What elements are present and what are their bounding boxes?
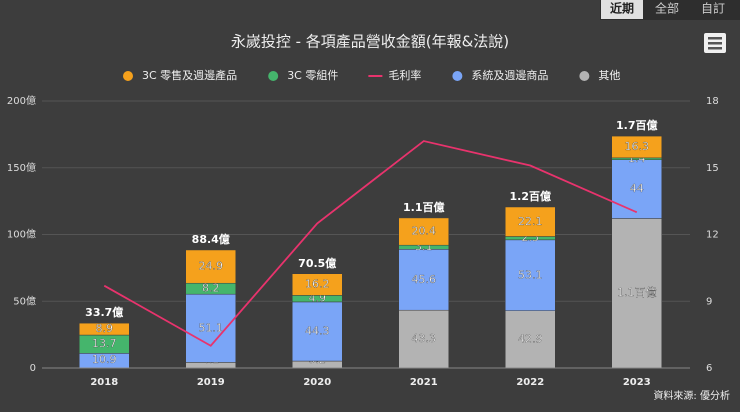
bar-segment xyxy=(611,159,662,219)
range-button[interactable]: 自訂 xyxy=(701,1,725,16)
data-label: 16.2 xyxy=(305,278,330,291)
line xyxy=(103,140,638,347)
bar-segment xyxy=(505,310,556,369)
data-label: 1.1百億 xyxy=(617,286,657,299)
total-label: 70.5億 xyxy=(298,256,336,270)
bar-segment xyxy=(292,301,343,362)
data-label: 20.4 xyxy=(412,225,437,238)
data-label: 44.3 xyxy=(305,324,330,337)
legend-marker xyxy=(123,71,133,81)
y2-tick-label: 12 xyxy=(706,230,719,241)
menu-line xyxy=(708,47,722,50)
menu-line xyxy=(708,42,722,45)
bar-segment xyxy=(292,273,343,296)
data-label: 10.9 xyxy=(92,353,117,366)
data-label: 42.9 xyxy=(518,332,543,345)
button-active[interactable] xyxy=(601,0,643,19)
source: 資料來源: 優分析 xyxy=(653,389,730,402)
data-label: 43.3 xyxy=(412,332,437,345)
x-tick-label: 2022 xyxy=(516,377,544,388)
data-label: 16.3 xyxy=(625,140,650,153)
bar-segment xyxy=(185,293,236,363)
bar-segment xyxy=(505,239,556,311)
y2-tick-label: 6 xyxy=(706,363,712,374)
menu-line xyxy=(708,37,722,40)
bar-segment xyxy=(398,217,449,246)
data-label: 51.1 xyxy=(199,321,224,334)
legend-label: 3C 零組件 xyxy=(287,69,338,82)
data-label: 8.9 xyxy=(96,322,114,335)
y-tick-label: 0 xyxy=(30,363,36,374)
total-label: 33.7億 xyxy=(85,305,123,319)
x-tick-label: 2023 xyxy=(623,377,651,388)
data-label: 45.6 xyxy=(412,273,437,286)
legend-marker xyxy=(268,71,279,81)
x-tick-label: 2021 xyxy=(410,377,438,388)
y2-tick-label: 15 xyxy=(706,163,719,174)
x-tick-label: 2020 xyxy=(303,377,331,388)
data-label: 53.1 xyxy=(518,268,543,281)
range-button[interactable]: 近期 xyxy=(610,1,634,16)
y2-tick-label: 9 xyxy=(706,296,712,307)
bar-segment xyxy=(611,135,662,159)
data-label: 44 xyxy=(630,182,644,195)
x-tick-label: 2018 xyxy=(90,377,118,388)
menu-icon[interactable] xyxy=(704,33,726,53)
data-label: 22.1 xyxy=(518,215,543,228)
data-label: 24.9 xyxy=(199,260,224,273)
y-tick-label: 150億 xyxy=(7,161,36,174)
bar-segment xyxy=(505,206,556,237)
y-tick-label: 50億 xyxy=(13,294,36,307)
bar-segment xyxy=(79,322,130,336)
bar-segment xyxy=(611,218,662,369)
total-label: 1.7百億 xyxy=(616,118,658,132)
total-label: 1.1百億 xyxy=(403,200,445,214)
y-tick-label: 200億 xyxy=(7,94,36,107)
legend-label: 3C 零售及週邊產品 xyxy=(142,68,237,82)
legend-label: 其他 xyxy=(598,69,620,82)
total-label: 1.2百億 xyxy=(510,189,552,203)
bar-segment xyxy=(185,249,236,284)
x-tick-label: 2019 xyxy=(197,377,225,388)
y2-tick-label: 18 xyxy=(706,96,719,107)
bar-segment xyxy=(398,249,449,311)
data-label: 8.2 xyxy=(202,282,220,295)
total-label: 88.4億 xyxy=(192,232,230,246)
data-label: 13.7 xyxy=(92,337,117,350)
range-button[interactable]: 全部 xyxy=(655,1,679,16)
y-tick-label: 100億 xyxy=(7,228,36,241)
legend-label: 系統及週邊商品 xyxy=(471,68,548,82)
legend-marker xyxy=(452,71,463,81)
legend-marker xyxy=(579,71,590,81)
chart-title: 永嵗投控 - 各項產品營收金額(年報&法說) xyxy=(231,33,509,51)
legend-label: 毛利率 xyxy=(388,68,421,82)
